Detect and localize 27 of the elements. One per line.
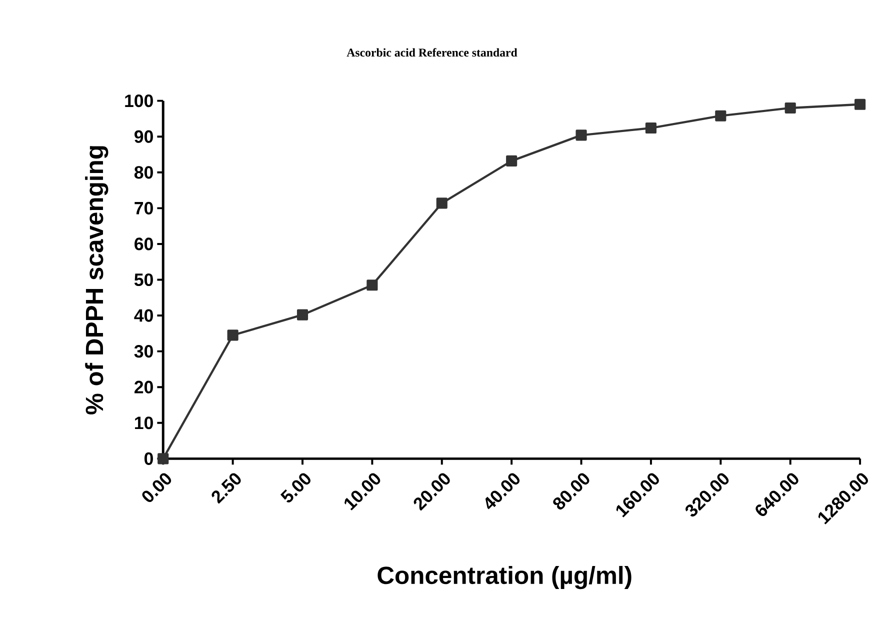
y-tick-label: 20 <box>134 380 153 394</box>
y-axis-title: % of DPPH scavenging <box>85 146 108 415</box>
point <box>576 130 587 141</box>
y-tick-label: 50 <box>134 274 153 286</box>
chart-title: Ascorbic acid Reference standard <box>346 48 518 57</box>
point <box>645 122 656 134</box>
y-tick-label: 60 <box>134 238 153 250</box>
point <box>506 156 518 167</box>
y-tick-label: 30 <box>134 345 153 358</box>
point <box>296 309 308 320</box>
y-tick-label: 100 <box>125 94 153 108</box>
point <box>715 110 726 122</box>
point <box>227 330 238 341</box>
point <box>158 453 169 464</box>
point <box>854 99 866 110</box>
x-tick-label: 0.00 <box>142 473 172 502</box>
y-tick-label: 40 <box>134 309 153 322</box>
y-tick-label: 70 <box>134 202 153 215</box>
y-tick-label: 10 <box>135 416 153 430</box>
x-tick-label: 5.00 <box>280 473 310 503</box>
point <box>784 102 796 114</box>
y-tick-label: 0 <box>144 452 153 466</box>
point <box>436 198 448 209</box>
x-axis-title: Concentration (µg/ml) <box>378 566 632 590</box>
y-tick-label: 90 <box>134 130 153 144</box>
y-tick-label: 80 <box>134 166 153 179</box>
point <box>366 280 378 291</box>
